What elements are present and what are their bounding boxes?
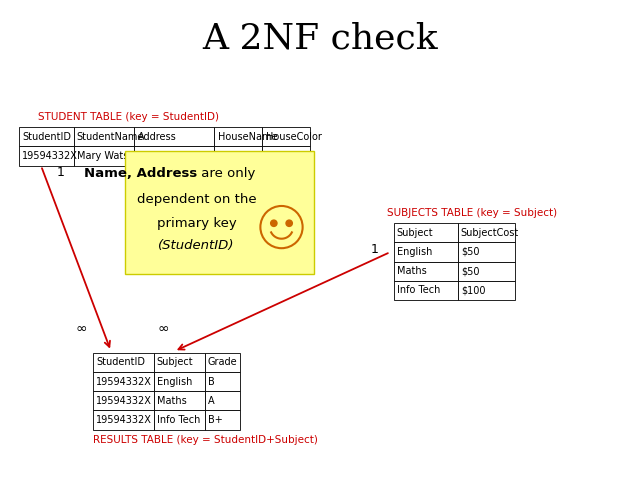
Bar — [125, 151, 314, 274]
Bar — [93, 410, 154, 430]
Text: Red: Red — [266, 151, 284, 161]
Text: Maths: Maths — [397, 266, 426, 276]
Bar — [214, 146, 262, 166]
Text: Subject: Subject — [157, 358, 193, 367]
Bar — [154, 391, 205, 410]
Text: Grade: Grade — [208, 358, 237, 367]
Text: dependent on the: dependent on the — [137, 193, 257, 206]
Bar — [394, 262, 458, 281]
Text: Bob: Bob — [218, 151, 236, 161]
Text: (StudentID): (StudentID) — [158, 239, 235, 252]
Bar — [74, 146, 134, 166]
Bar — [205, 410, 240, 430]
Ellipse shape — [286, 220, 292, 227]
Text: A: A — [208, 396, 214, 406]
Text: 19594332X: 19594332X — [22, 151, 78, 161]
Text: Name, Address: Name, Address — [84, 167, 197, 180]
Text: HouseColor: HouseColor — [266, 132, 321, 142]
Bar — [19, 146, 74, 166]
Text: Info Tech: Info Tech — [397, 286, 440, 295]
Bar — [205, 372, 240, 391]
Text: SubjectCost: SubjectCost — [461, 228, 519, 238]
Bar — [214, 127, 262, 146]
Text: 19594332X: 19594332X — [96, 396, 152, 406]
Text: 10 Charles Street: 10 Charles Street — [138, 151, 223, 161]
Bar — [154, 410, 205, 430]
Ellipse shape — [271, 220, 277, 227]
Ellipse shape — [260, 206, 303, 248]
Bar — [458, 223, 515, 242]
Bar — [262, 146, 310, 166]
Text: English: English — [397, 247, 432, 257]
Text: ∞: ∞ — [157, 322, 169, 336]
Bar — [262, 127, 310, 146]
Text: B+: B+ — [208, 415, 223, 425]
Text: RESULTS TABLE (key = StudentID+Subject): RESULTS TABLE (key = StudentID+Subject) — [93, 435, 317, 445]
Text: Subject: Subject — [397, 228, 433, 238]
Bar — [93, 391, 154, 410]
Text: primary key: primary key — [157, 217, 236, 230]
Text: $50: $50 — [461, 266, 479, 276]
Text: B: B — [208, 377, 215, 386]
Text: 1: 1 — [371, 243, 378, 256]
Text: $100: $100 — [461, 286, 485, 295]
Text: StudentID: StudentID — [22, 132, 72, 142]
Text: SUBJECTS TABLE (key = Subject): SUBJECTS TABLE (key = Subject) — [387, 208, 557, 217]
Bar — [74, 127, 134, 146]
Bar — [458, 242, 515, 262]
Bar — [458, 281, 515, 300]
Text: 19594332X: 19594332X — [96, 415, 152, 425]
Text: English: English — [157, 377, 192, 386]
Bar — [458, 262, 515, 281]
Text: Mary Watson: Mary Watson — [77, 151, 140, 161]
Text: Address: Address — [138, 132, 177, 142]
Text: HouseName: HouseName — [218, 132, 277, 142]
Text: Info Tech: Info Tech — [157, 415, 200, 425]
Bar — [93, 372, 154, 391]
Text: 1: 1 — [56, 166, 64, 180]
Bar — [394, 281, 458, 300]
Text: $50: $50 — [461, 247, 479, 257]
Bar — [93, 353, 154, 372]
Bar — [394, 223, 458, 242]
Text: are only: are only — [197, 167, 255, 180]
Text: STUDENT TABLE (key = StudentID): STUDENT TABLE (key = StudentID) — [38, 112, 220, 121]
Bar — [134, 127, 214, 146]
Bar — [205, 353, 240, 372]
Bar — [154, 353, 205, 372]
Bar — [394, 242, 458, 262]
Text: ∞: ∞ — [76, 322, 87, 336]
Bar — [205, 391, 240, 410]
Bar — [134, 146, 214, 166]
Text: StudentID: StudentID — [96, 358, 145, 367]
Text: StudentName: StudentName — [77, 132, 144, 142]
Text: Maths: Maths — [157, 396, 186, 406]
Text: A 2NF check: A 2NF check — [202, 22, 438, 55]
Text: 19594332X: 19594332X — [96, 377, 152, 386]
Bar — [19, 127, 74, 146]
Bar — [154, 372, 205, 391]
